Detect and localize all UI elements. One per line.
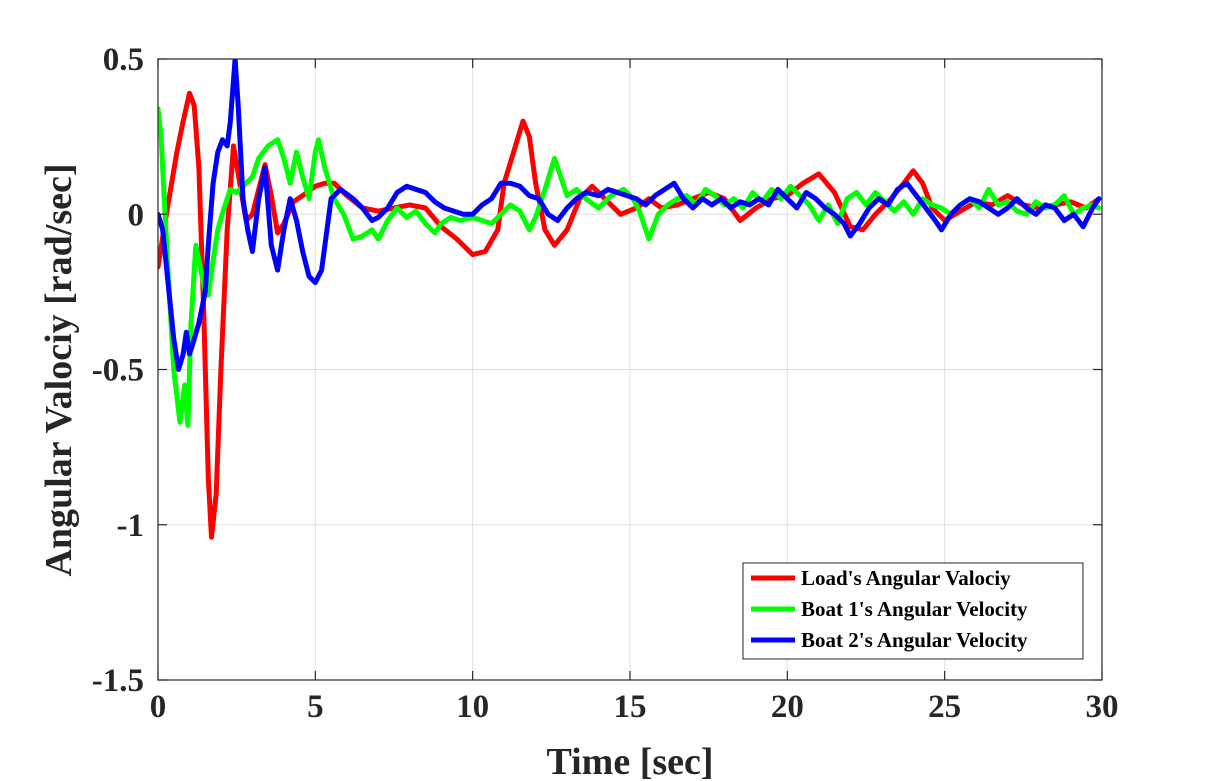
legend-label-load: Load's Angular Valociy xyxy=(801,566,1011,590)
series-lines xyxy=(158,59,1102,540)
y-axis-label: Angular Valociy [rad/sec] xyxy=(38,163,80,576)
x-tick-label: 30 xyxy=(1086,689,1119,725)
x-tick-label: 15 xyxy=(614,689,647,725)
y-tick-label: 0.5 xyxy=(103,42,144,78)
load-angular-velocity-line xyxy=(158,90,1102,540)
boat1-angular-velocity-line xyxy=(158,106,1102,428)
legend-label-boat1: Boat 1's Angular Velocity xyxy=(801,597,1028,621)
x-tick-label: 0 xyxy=(150,689,167,725)
boat2-angular-velocity-line xyxy=(158,59,1102,372)
legend: Load's Angular Valociy Boat 1's Angular … xyxy=(742,562,1084,660)
x-axis-label: Time [sec] xyxy=(546,741,713,781)
y-tick-label: -1 xyxy=(117,508,145,544)
legend-box xyxy=(742,562,1084,660)
y-tick-labels: -1.5 -1 -0.5 0 0.5 xyxy=(92,42,144,699)
x-tick-label: 5 xyxy=(307,689,324,725)
y-tick-label: -1.5 xyxy=(92,663,144,699)
tick-marks xyxy=(157,58,1103,681)
x-tick-label: 20 xyxy=(771,689,804,725)
x-tick-labels: 0 5 10 15 20 25 30 xyxy=(150,689,1119,725)
x-tick-label: 25 xyxy=(928,689,961,725)
y-tick-label: 0 xyxy=(128,197,145,233)
x-tick-label: 10 xyxy=(456,689,489,725)
legend-label-boat2: Boat 2's Angular Velocity xyxy=(801,628,1028,652)
y-tick-label: -0.5 xyxy=(92,353,144,389)
